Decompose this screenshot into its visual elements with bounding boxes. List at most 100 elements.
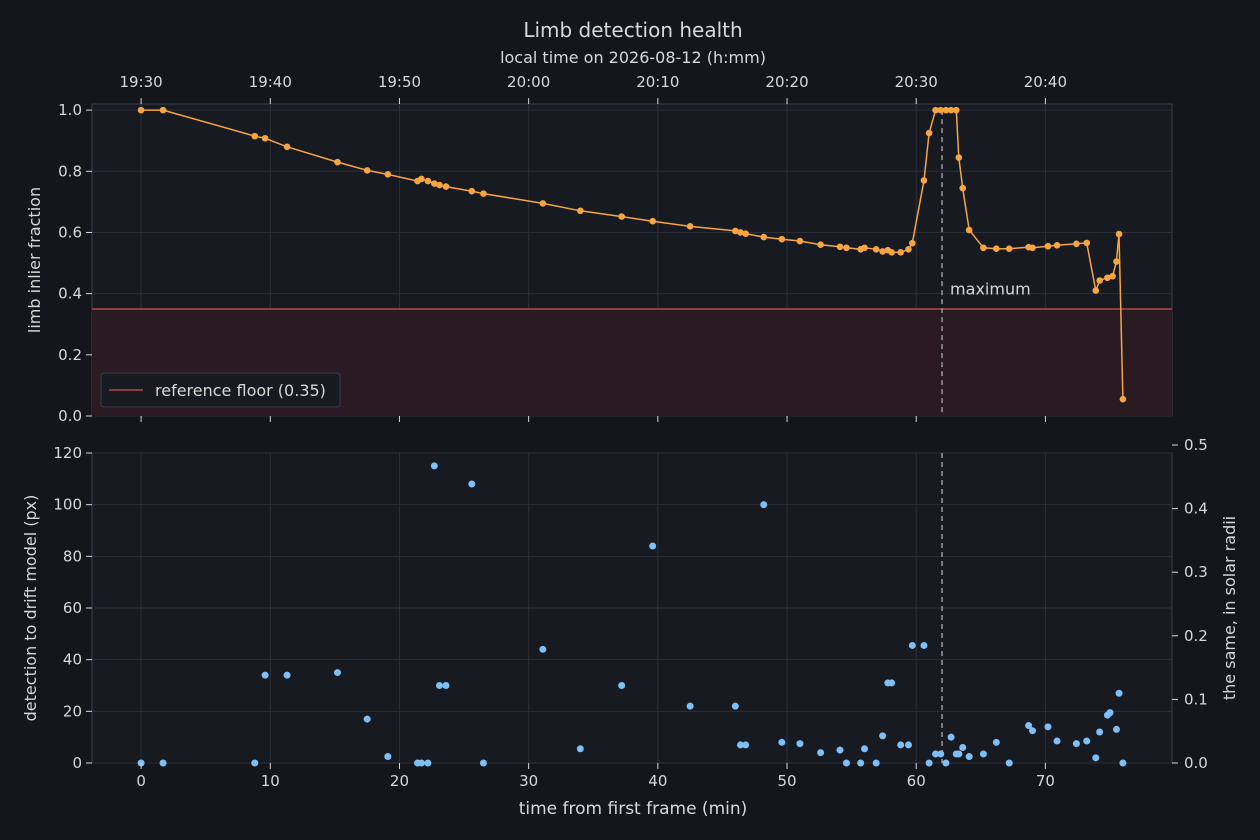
upper-y-tick-label: 0.0 xyxy=(58,407,82,425)
inlier-point xyxy=(760,233,768,241)
drift-point xyxy=(737,741,745,749)
drift-point xyxy=(1025,722,1033,730)
drift-point xyxy=(778,738,786,746)
top-time-tick-label: 19:50 xyxy=(378,73,421,91)
top-time-tick-label: 19:30 xyxy=(119,73,162,91)
maximum-label: maximum xyxy=(950,280,1031,299)
inlier-point xyxy=(436,181,443,189)
drift-point xyxy=(742,741,750,749)
inlier-point xyxy=(431,180,438,187)
drift-point xyxy=(424,759,432,767)
inlier-point xyxy=(159,106,167,114)
inlier-point xyxy=(539,200,547,207)
upper-y-tick-label: 0.8 xyxy=(58,162,82,180)
inlier-point xyxy=(1115,230,1123,238)
inlier-point xyxy=(686,223,694,230)
inlier-point xyxy=(993,245,1000,252)
top-time-tick-label: 19:40 xyxy=(249,73,292,91)
x-axis-label: time from first frame (min) xyxy=(519,799,748,819)
right-y-tick-label: 0.3 xyxy=(1184,563,1208,581)
right-y-tick-label: 0.2 xyxy=(1184,627,1208,645)
drift-point xyxy=(1096,728,1104,736)
lower-x-tick-label: 0 xyxy=(136,772,146,790)
lower-right-y-ticks: 0.0 0.1 0.2 0.3 0.4 0.5 xyxy=(1172,436,1208,772)
inlier-point xyxy=(137,106,145,114)
inlier-point xyxy=(872,245,880,253)
drift-point xyxy=(1044,723,1052,731)
inlier-point xyxy=(920,177,928,184)
drift-point xyxy=(731,702,739,710)
top-time-tick-label: 20:30 xyxy=(895,73,938,91)
legend: reference floor (0.35) xyxy=(100,372,341,408)
inlier-point xyxy=(1073,240,1080,248)
upper-y-tick-label: 1.0 xyxy=(58,101,82,119)
drift-point xyxy=(872,759,880,767)
lower-right-y-axis-label: the same, in solar radii xyxy=(1220,516,1239,700)
inlier-point xyxy=(1096,277,1103,284)
inlier-point xyxy=(742,230,749,237)
inlier-point xyxy=(843,244,850,252)
inlier-fraction-points xyxy=(137,106,1127,403)
drift-point xyxy=(1092,754,1100,762)
lower-y-axis-label: detection to drift model (px) xyxy=(21,495,40,722)
drift-point xyxy=(384,753,392,761)
inlier-point xyxy=(1104,274,1111,282)
lower-x-tick-label: 10 xyxy=(261,772,280,790)
lower-x-tick-label: 30 xyxy=(519,772,538,790)
legend-box xyxy=(100,372,341,408)
inlier-point xyxy=(261,134,269,142)
inlier-point xyxy=(925,129,933,137)
drift-point xyxy=(1106,709,1114,717)
inlier-point xyxy=(363,167,371,174)
lower-x-tick-label: 20 xyxy=(390,772,409,790)
drift-point xyxy=(1028,727,1036,735)
inlier-point xyxy=(909,239,916,247)
inlier-point xyxy=(952,106,960,114)
inlier-point xyxy=(577,207,584,215)
inlier-point xyxy=(418,175,425,183)
inlier-point xyxy=(879,248,886,255)
right-y-tick-label: 0.5 xyxy=(1184,436,1208,454)
inlier-point xyxy=(737,229,744,236)
drift-point xyxy=(283,671,291,679)
drift-point xyxy=(888,679,896,687)
drift-point xyxy=(468,480,476,488)
drift-point xyxy=(959,744,967,751)
lower-y-tick-label: 20 xyxy=(63,702,82,720)
inlier-point xyxy=(480,190,487,197)
right-y-tick-label: 0.1 xyxy=(1184,690,1208,708)
inlier-point xyxy=(1119,395,1127,403)
drift-point xyxy=(1112,725,1120,733)
drift-point xyxy=(417,759,425,767)
inlier-point xyxy=(888,249,895,256)
drift-point xyxy=(1072,740,1080,748)
drift-point xyxy=(539,645,547,653)
upper-y-tick-label: 0.2 xyxy=(58,346,82,364)
inlier-point xyxy=(424,177,432,185)
inlier-point xyxy=(442,183,450,190)
inlier-point xyxy=(1053,242,1061,249)
drift-distance-points xyxy=(137,462,1127,767)
drift-point xyxy=(479,759,487,767)
lower-y-tick-label: 120 xyxy=(53,444,82,462)
inlier-point xyxy=(334,158,341,166)
lower-x-tick-label: 60 xyxy=(907,772,926,790)
drift-point xyxy=(965,753,973,761)
inlier-point xyxy=(1029,244,1036,252)
top-time-tick-label: 20:40 xyxy=(1024,73,1067,91)
right-y-tick-label: 0.4 xyxy=(1184,500,1208,518)
drift-point xyxy=(442,682,450,689)
upper-y-axis-label: limb inlier fraction xyxy=(25,187,44,333)
inlier-point xyxy=(1005,245,1013,252)
inlier-point xyxy=(980,244,987,252)
drift-point xyxy=(363,715,371,723)
lower-y-tick-label: 100 xyxy=(53,496,82,514)
inlier-point xyxy=(897,249,905,256)
right-y-tick-label: 0.0 xyxy=(1184,754,1208,772)
drift-point xyxy=(333,669,341,677)
lower-panel: 0 20 40 60 80 100 120 0.0 0.1 0.2 0.3 0.4 0.5 0 10 20… xyxy=(21,436,1239,819)
drift-point xyxy=(857,759,865,767)
inlier-point xyxy=(468,187,476,195)
upper-y-tick-label: 0.6 xyxy=(58,223,82,241)
